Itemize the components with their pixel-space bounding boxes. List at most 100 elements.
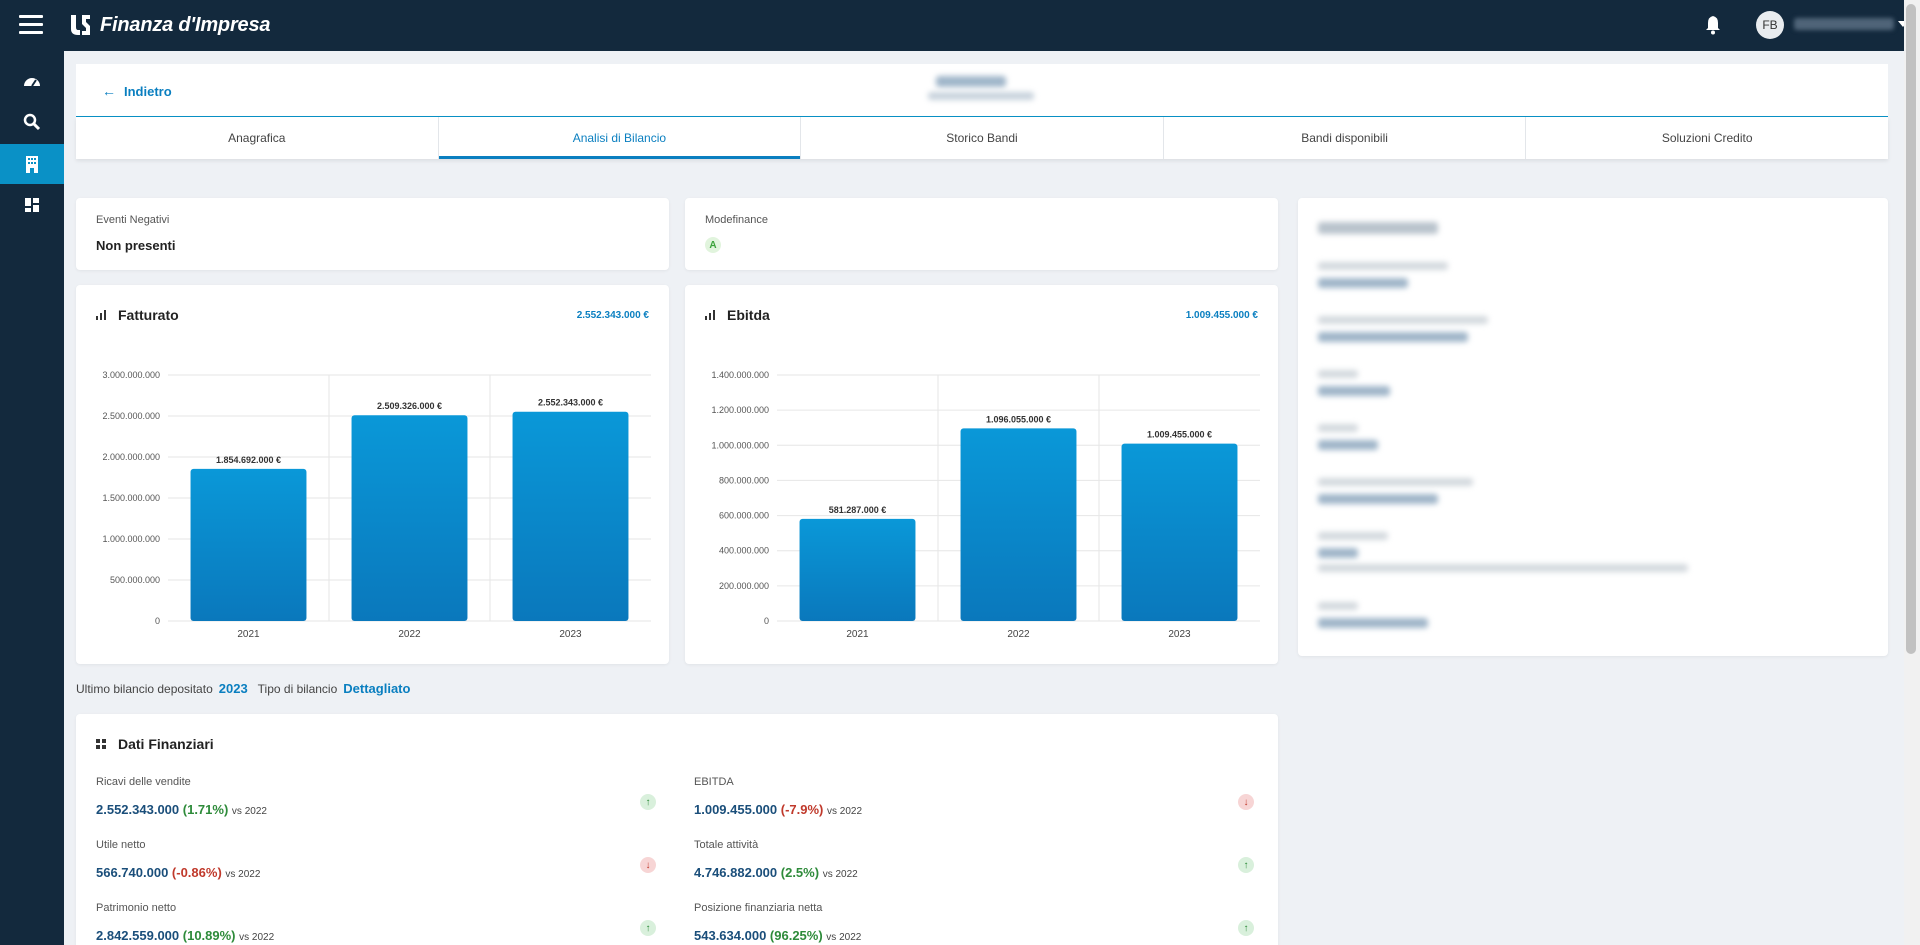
company-info-title-redacted bbox=[1318, 222, 1438, 234]
fin-item-change: (10.89%) bbox=[182, 928, 236, 943]
fin-item-change: (1.71%) bbox=[182, 802, 229, 817]
x-tick-label: 2023 bbox=[559, 629, 582, 640]
arrow-down-icon: ↓ bbox=[640, 857, 656, 873]
redacted-value bbox=[1318, 548, 1358, 558]
fin-item-label: Patrimonio netto bbox=[96, 902, 177, 914]
bar[interactable] bbox=[960, 428, 1077, 621]
tipo-bilancio-label: Tipo di bilancio bbox=[257, 682, 338, 696]
redacted-label bbox=[1318, 370, 1358, 378]
arrow-left-icon: ← bbox=[102, 83, 116, 99]
tab-anagrafica[interactable]: Anagrafica bbox=[76, 117, 439, 159]
fatturato-total: 2.552.343.000 € bbox=[576, 310, 649, 321]
grid-icon bbox=[96, 739, 106, 749]
y-tick-label: 1.400.000.000 bbox=[711, 370, 769, 380]
dati-finanziari-header: Dati Finanziari bbox=[96, 736, 214, 752]
y-tick-label: 1.500.000.000 bbox=[102, 493, 160, 503]
fatturato-chart-header: Fatturato bbox=[96, 307, 179, 323]
eventi-negativi-card: Eventi Negativi Non presenti bbox=[76, 198, 669, 270]
brand[interactable]: Finanza d'Impresa bbox=[68, 12, 270, 38]
x-tick-label: 2021 bbox=[237, 629, 260, 640]
y-tick-label: 2.000.000.000 bbox=[102, 452, 160, 462]
y-tick-label: 400.000.000 bbox=[719, 546, 769, 556]
menu-icon[interactable] bbox=[19, 15, 43, 35]
dati-finanziari-card: Dati Finanziari Ricavi delle vendite 2.5… bbox=[76, 714, 1278, 945]
ebitda-chart-header: Ebitda bbox=[705, 307, 770, 323]
bar[interactable] bbox=[1121, 443, 1238, 621]
tab-bandi-disponibili[interactable]: Bandi disponibili bbox=[1164, 117, 1527, 159]
redacted-value bbox=[1318, 386, 1390, 396]
fin-item-vs: vs 2022 bbox=[231, 806, 267, 817]
company-info-card bbox=[1298, 198, 1888, 656]
y-tick-label: 1.200.000.000 bbox=[711, 405, 769, 415]
bar-value-label: 581.287.000 € bbox=[829, 505, 887, 515]
y-tick-label: 200.000.000 bbox=[719, 581, 769, 591]
fin-item-value: 4.746.882.000 bbox=[694, 865, 778, 880]
modefinance-card: Modefinance A bbox=[685, 198, 1278, 270]
fin-item-label: Utile netto bbox=[96, 839, 146, 851]
bar[interactable] bbox=[190, 468, 307, 621]
fin-item-ebitda: EBITDA 1.009.455.000 (-7.9%) vs 2022 ↓ bbox=[694, 776, 1254, 826]
sidebar-item-search[interactable] bbox=[0, 102, 64, 142]
user-name-redacted[interactable] bbox=[1794, 18, 1894, 30]
ebitda-chart-title: Ebitda bbox=[727, 307, 770, 323]
fin-item-vs: vs 2022 bbox=[239, 932, 275, 943]
fin-item-label: Posizione finanziaria netta bbox=[694, 902, 823, 914]
fin-item-posizione-finanziaria: Posizione finanziaria netta 543.634.000 … bbox=[694, 902, 1254, 945]
redacted-label bbox=[1318, 532, 1388, 540]
sidebar-item-companies[interactable] bbox=[0, 144, 64, 184]
bar[interactable] bbox=[799, 518, 916, 621]
redacted-label bbox=[1318, 478, 1473, 486]
ebitda-chart-card: Ebitda 1.009.455.000 € 0 200.000.000 400.0… bbox=[685, 285, 1278, 664]
fin-item-vs: vs 2022 bbox=[225, 869, 261, 880]
bilancio-info: Ultimo bilancio depositato 2023 Tipo di … bbox=[76, 681, 420, 696]
notification-bell-icon[interactable] bbox=[1704, 15, 1722, 35]
y-tick-label: 600.000.000 bbox=[719, 511, 769, 521]
ultimo-bilancio-value: 2023 bbox=[218, 681, 248, 696]
fin-item-value: 2.552.343.000 bbox=[96, 802, 180, 817]
tab-storico-bandi[interactable]: Storico Bandi bbox=[801, 117, 1164, 159]
x-tick-label: 2022 bbox=[398, 629, 421, 640]
y-tick-label: 1.000.000.000 bbox=[102, 534, 160, 544]
sidebar-item-dashboard[interactable] bbox=[0, 61, 64, 101]
fin-item-vs: vs 2022 bbox=[826, 932, 862, 943]
building-icon bbox=[26, 156, 38, 173]
redacted-website-link[interactable] bbox=[1318, 618, 1428, 628]
redacted-text bbox=[1318, 564, 1688, 572]
redacted-value bbox=[1318, 278, 1408, 288]
fin-item-utile-netto: Utile netto 566.740.000 (-0.86%) vs 2022… bbox=[96, 839, 656, 889]
redacted-value bbox=[1318, 332, 1468, 342]
eventi-label: Eventi Negativi bbox=[96, 214, 170, 226]
fin-item-value: 1.009.455.000 bbox=[694, 802, 778, 817]
x-tick-label: 2023 bbox=[1168, 629, 1191, 640]
app-title: Finanza d'Impresa bbox=[100, 13, 271, 36]
redacted-label bbox=[1318, 316, 1488, 324]
back-button[interactable]: ← Indietro bbox=[102, 83, 172, 99]
avatar[interactable]: FB bbox=[1756, 11, 1784, 39]
redacted-label bbox=[1318, 424, 1358, 432]
fin-item-value: 543.634.000 bbox=[694, 928, 767, 943]
scrollbar-thumb[interactable] bbox=[1906, 4, 1916, 654]
bar[interactable] bbox=[351, 415, 468, 621]
redacted-label bbox=[1318, 262, 1448, 270]
y-tick-label: 800.000.000 bbox=[719, 475, 769, 485]
tab-soluzioni-credito[interactable]: Soluzioni Credito bbox=[1661, 131, 1753, 145]
tab-analisi-di-bilancio[interactable]: Analisi di Bilancio bbox=[438, 117, 802, 159]
x-tick-label: 2021 bbox=[846, 629, 869, 640]
y-tick-label: 0 bbox=[764, 616, 769, 626]
tab-bar: Anagrafica Analisi di Bilancio Storico B… bbox=[76, 117, 1888, 159]
fin-item-change: (2.5%) bbox=[780, 865, 820, 880]
chevron-down-icon[interactable] bbox=[1898, 21, 1908, 27]
dati-finanziari-title: Dati Finanziari bbox=[118, 736, 214, 752]
redacted-value bbox=[1318, 440, 1378, 450]
modefinance-label: Modefinance bbox=[705, 214, 768, 226]
company-name-redacted bbox=[936, 76, 1006, 87]
fin-item-value: 566.740.000 bbox=[96, 865, 169, 880]
bar[interactable] bbox=[512, 411, 629, 621]
fatturato-chart: 0 500.000.000 1.000.000.000 1.500.000.000 2.… bbox=[102, 370, 651, 640]
fatturato-chart-card: Fatturato 2.552.343.000 € 0 500.000.000 1.… bbox=[76, 285, 669, 664]
sidebar-item-boards[interactable] bbox=[0, 185, 64, 225]
y-tick-label: 1.000.000.000 bbox=[711, 440, 769, 450]
fin-item-label: EBITDA bbox=[694, 776, 734, 788]
fatturato-chart-title: Fatturato bbox=[118, 307, 179, 323]
bar-value-label: 1.096.055.000 € bbox=[986, 414, 1051, 424]
